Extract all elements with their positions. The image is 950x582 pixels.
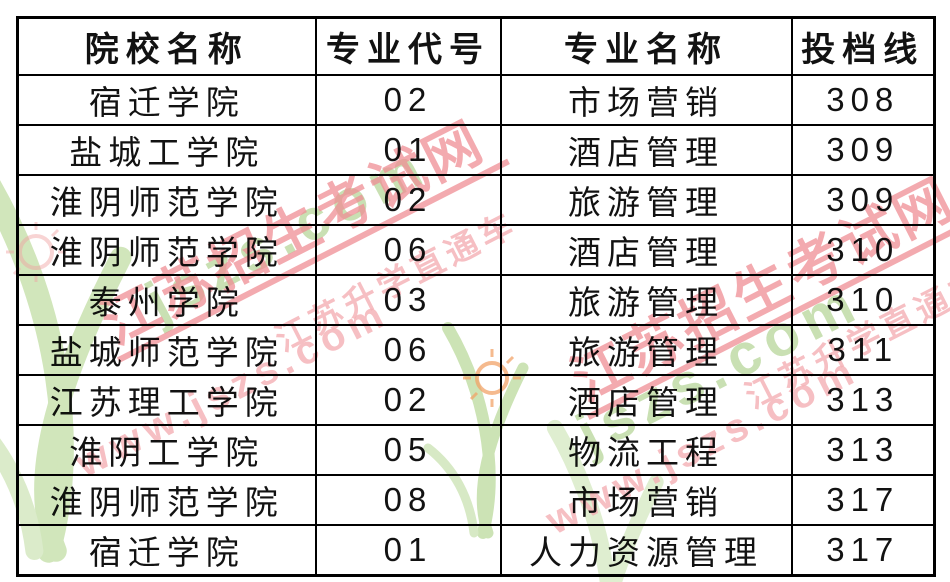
- table-cell: 03: [314, 273, 502, 326]
- table-cell: 市场营销: [499, 73, 793, 126]
- admission-score-table: 院校名称 专业代号 专业名称 投档线 宿迁学院 02 市场营销 308 盐城工学院 01 酒…: [16, 16, 936, 577]
- table-cell: 酒店管理: [499, 123, 793, 176]
- table-cell: 309: [790, 123, 936, 176]
- table-cell: 淮阴师范学院: [16, 173, 317, 226]
- table-row: 盐城工学院 01 酒店管理 309: [16, 123, 936, 176]
- table-cell: 02: [314, 373, 502, 426]
- table-row: 淮阴师范学院 08 市场营销 317: [16, 473, 936, 526]
- table-cell: 盐城师范学院: [16, 323, 317, 376]
- table-cell: 05: [314, 423, 502, 476]
- table-cell: 旅游管理: [499, 323, 793, 376]
- table-cell: 淮阴师范学院: [16, 473, 317, 526]
- table-cell: 308: [790, 73, 936, 126]
- table-cell: 淮阴工学院: [16, 423, 317, 476]
- column-header-cutoff: 投档线: [790, 16, 936, 76]
- table-cell: 310: [790, 223, 936, 276]
- table-cell: 物流工程: [499, 423, 793, 476]
- table-body: 宿迁学院 02 市场营销 308 盐城工学院 01 酒店管理 309 淮阴师范学院 02 旅游管理 3…: [16, 73, 936, 576]
- table-row: 盐城师范学院 06 旅游管理 311: [16, 323, 936, 376]
- table-cell: 06: [314, 223, 502, 276]
- table-cell: 宿迁学院: [16, 523, 317, 576]
- table-cell: 旅游管理: [499, 173, 793, 226]
- table-cell: 02: [314, 73, 502, 126]
- table-header: 院校名称 专业代号 专业名称 投档线: [16, 16, 936, 76]
- table-cell: 310: [790, 273, 936, 326]
- table-row: 淮阴师范学院 06 酒店管理 310: [16, 223, 936, 276]
- table-cell: 02: [314, 173, 502, 226]
- column-header-college: 院校名称: [16, 16, 317, 76]
- table-cell: 06: [314, 323, 502, 376]
- table-row: 泰州学院 03 旅游管理 310: [16, 273, 936, 326]
- table-cell: 市场营销: [499, 473, 793, 526]
- table-row: 淮阴工学院 05 物流工程 313: [16, 423, 936, 476]
- table-cell: 01: [314, 123, 502, 176]
- column-header-major-name: 专业名称: [499, 16, 793, 76]
- table-cell: 泰州学院: [16, 273, 317, 326]
- table-cell: 旅游管理: [499, 273, 793, 326]
- table-cell: 人力资源管理: [499, 523, 793, 576]
- table-cell: 317: [790, 473, 936, 526]
- table-cell: 01: [314, 523, 502, 576]
- table-cell: 酒店管理: [499, 223, 793, 276]
- column-header-major-code: 专业代号: [314, 16, 502, 76]
- header-row: 院校名称 专业代号 专业名称 投档线: [16, 16, 936, 76]
- table-cell: 313: [790, 423, 936, 476]
- table-cell: 313: [790, 373, 936, 426]
- table-cell: 宿迁学院: [16, 73, 317, 126]
- table-cell: 309: [790, 173, 936, 226]
- table-cell: 盐城工学院: [16, 123, 317, 176]
- table-cell: 江苏理工学院: [16, 373, 317, 426]
- table-cell: 317: [790, 523, 936, 576]
- table-row: 江苏理工学院 02 酒店管理 313: [16, 373, 936, 426]
- table-row: 宿迁学院 02 市场营销 308: [16, 73, 936, 126]
- table-row: 宿迁学院 01 人力资源管理 317: [16, 523, 936, 576]
- table-cell: 酒店管理: [499, 373, 793, 426]
- table-cell: 311: [790, 323, 936, 376]
- table-row: 淮阴师范学院 02 旅游管理 309: [16, 173, 936, 226]
- table-cell: 淮阴师范学院: [16, 223, 317, 276]
- table-cell: 08: [314, 473, 502, 526]
